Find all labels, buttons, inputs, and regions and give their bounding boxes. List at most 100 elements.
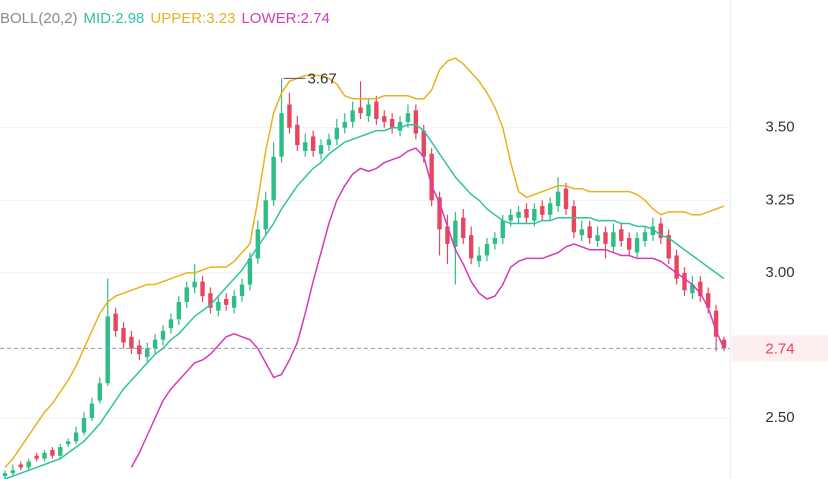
candle-body [492,238,498,244]
candle-body [690,284,695,294]
candle-body [121,328,126,343]
candle-body [571,206,577,233]
candle-body [682,272,687,291]
legend-entry: UPPER:3.23 [150,10,235,27]
candle-body [508,214,513,221]
candle-body [358,107,363,114]
candle-body [666,235,671,259]
candle-body [129,336,134,349]
candle-body [382,116,387,122]
candle-body [271,156,276,201]
indicator-label: BOLL(20,2) [0,10,78,27]
candle-body [18,464,24,468]
y-tick-label: 3.50 [765,119,794,136]
candle-body [721,339,727,349]
candle-body [326,139,332,146]
candle-body [547,203,553,215]
candle-body [184,287,189,302]
candle-body [532,209,537,221]
plot [2,57,727,479]
candle-body [34,455,39,459]
candle-body [611,232,616,247]
candle-body [342,121,347,128]
candle-body [587,226,592,239]
candle-body [145,348,150,358]
candle-body [540,206,545,215]
candle-body [2,473,8,477]
last-price-label: 2.74 [765,340,794,357]
candle-body [484,243,490,256]
candle-body [555,191,561,207]
candle-body [698,281,703,297]
candle-body [595,235,600,241]
candle-body [650,226,656,236]
candle-body [437,197,442,230]
candle-body [524,209,529,218]
candle-body [445,226,450,244]
candle-body [476,255,482,262]
candle-body [50,449,55,456]
candle-body [461,217,466,239]
legend-entry: MID:2.98 [84,10,145,27]
candle-body [705,293,711,308]
candle-body [279,113,284,157]
candle-body [26,461,31,468]
candle-body [263,200,268,230]
y-tick-label: 3.00 [765,264,794,281]
candle-body [500,220,505,239]
candle-body [295,124,300,146]
max-label: 3.67 [308,70,337,87]
candle-body [674,255,679,279]
candle-body [374,101,379,120]
candle-body [160,330,166,340]
band-line [4,124,725,479]
band-line [130,147,725,468]
candle-body [176,301,182,320]
candle-body [58,447,63,456]
candle-body [97,383,103,401]
y-tick-label: 2.50 [765,409,794,426]
candle-body [73,432,79,442]
candle-body [208,293,213,308]
candle-body [216,301,221,311]
candle-body [366,104,371,117]
candle-body [389,119,395,128]
candle-body [626,238,632,250]
candle-body [516,211,521,218]
candle-body [42,452,47,459]
candle-body [81,418,87,433]
candle-body [413,110,419,134]
band-line [4,57,725,468]
grid [0,127,730,419]
candle-body [89,403,95,419]
candle-body [429,153,434,201]
candle-body [255,229,261,259]
candle-body [318,145,324,154]
candle-body [334,127,340,140]
candle-body [224,299,229,305]
candle-body [66,441,71,445]
candle-body [113,313,118,331]
candle-body [453,220,458,247]
candle-body [247,258,253,285]
overlay: 2.50 3.00 3.25 3.50 3.67 2.74 [0,70,828,426]
candle-body [603,232,608,244]
candle-body [200,281,205,297]
last-price-box [732,335,828,362]
candle-body [563,188,569,210]
legend: BOLL(20,2) MID:2.98 UPPER:3.23 LOWER:2.74 [0,10,330,27]
candle-body [713,310,719,337]
legend-entry: LOWER:2.74 [241,10,329,27]
candle-body [105,316,110,384]
candle-body [350,110,355,122]
candle-body [310,136,316,151]
candle-body [10,470,16,474]
candle-body [168,319,174,329]
candle-body [579,229,584,236]
candle-body [642,232,648,241]
candle-body [619,229,624,241]
candle-body [231,296,237,308]
y-tick-label: 3.25 [765,191,794,208]
